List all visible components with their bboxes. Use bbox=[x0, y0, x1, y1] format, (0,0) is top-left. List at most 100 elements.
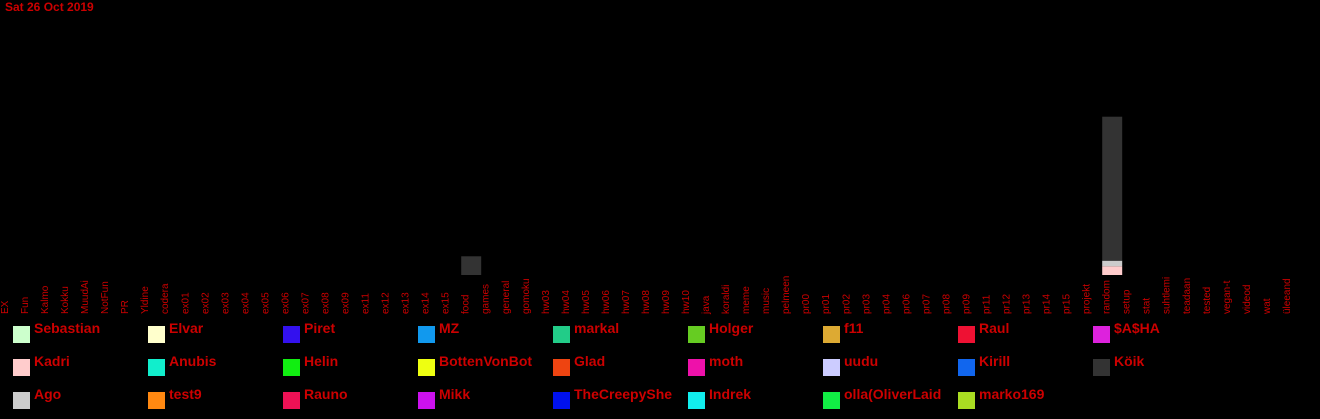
x-tick-label: ex15 bbox=[441, 292, 452, 314]
legend-label: marko169 bbox=[979, 386, 1045, 402]
x-tick-label: hw04 bbox=[561, 290, 572, 314]
legend-swatch bbox=[13, 359, 30, 376]
x-tick-label: gomoku bbox=[521, 278, 532, 314]
x-tick-label: koraldi bbox=[721, 285, 732, 314]
x-tick-label: ex02 bbox=[200, 292, 211, 314]
x-tick-label: ex07 bbox=[300, 292, 311, 314]
x-tick-label: ex05 bbox=[260, 292, 271, 314]
legend-label: Anubis bbox=[169, 353, 217, 369]
legend-swatch bbox=[553, 359, 570, 376]
x-tick-label: hw06 bbox=[601, 290, 612, 314]
legend-swatch bbox=[283, 392, 300, 409]
date-label: Sat 26 Oct 2019 bbox=[5, 0, 94, 14]
x-tick-label: pr04 bbox=[881, 294, 892, 314]
x-tick-label: ex13 bbox=[401, 292, 412, 314]
legend-swatch bbox=[958, 359, 975, 376]
x-tick-label: Kokku bbox=[60, 286, 71, 314]
x-tick-label: EX bbox=[0, 300, 11, 314]
legend-swatch bbox=[13, 392, 30, 409]
legend-swatch bbox=[553, 392, 570, 409]
legend-swatch bbox=[148, 359, 165, 376]
legend-label: Holger bbox=[709, 320, 754, 336]
x-tick-label: ex11 bbox=[361, 293, 372, 314]
x-tick-label: tested bbox=[1202, 287, 1213, 314]
x-tick-label: pr12 bbox=[1002, 294, 1013, 314]
x-tick-label: pr07 bbox=[921, 294, 932, 314]
x-tick-label: codera bbox=[160, 283, 171, 314]
legend-label: BottenVonBot bbox=[439, 353, 533, 369]
x-tick-label: pr08 bbox=[941, 294, 952, 314]
legend-label: uudu bbox=[844, 353, 879, 369]
legend-swatch bbox=[958, 326, 975, 343]
x-tick-label: games bbox=[481, 284, 492, 314]
x-tick-label: Fun bbox=[20, 297, 31, 314]
bar-food-Köik bbox=[461, 256, 482, 275]
x-tick-label: ex09 bbox=[341, 292, 352, 314]
x-tick-label: suhtlemi bbox=[1162, 277, 1173, 314]
legend-label: Elvar bbox=[169, 320, 204, 336]
x-tick-label: setup bbox=[1122, 289, 1133, 314]
legend-swatch bbox=[283, 359, 300, 376]
x-tick-label: pr13 bbox=[1022, 294, 1033, 314]
legend-label: Kadri bbox=[34, 353, 70, 369]
x-tick-label: hw08 bbox=[641, 290, 652, 314]
x-tick-label: Kalmo bbox=[40, 285, 51, 314]
legend-label: Kirill bbox=[979, 353, 1011, 369]
legend-label: $A$HA bbox=[1114, 320, 1160, 336]
legend-swatch bbox=[688, 326, 705, 343]
legend-label: Sebastian bbox=[34, 320, 101, 336]
legend-label: MZ bbox=[439, 320, 460, 336]
x-tick-label: pr11 bbox=[981, 294, 992, 314]
x-tick-label: ex12 bbox=[381, 292, 392, 314]
x-tick-label: ex01 bbox=[180, 292, 191, 314]
legend-label: test9 bbox=[169, 386, 202, 402]
legend-label: Glad bbox=[574, 353, 606, 369]
legend-label: Piret bbox=[304, 320, 336, 336]
legend-label: Raul bbox=[979, 320, 1010, 336]
legend-swatch bbox=[418, 359, 435, 376]
x-tick-label: Yldine bbox=[140, 286, 151, 314]
legend-label: Indrek bbox=[709, 386, 752, 402]
x-tick-label: pr03 bbox=[861, 294, 872, 314]
x-tick-label: ex08 bbox=[320, 292, 331, 314]
x-tick-label: üleeand bbox=[1282, 278, 1293, 314]
x-tick-label: pr01 bbox=[821, 294, 832, 314]
legend-swatch bbox=[283, 326, 300, 343]
legend-label: Ago bbox=[34, 386, 62, 402]
legend-swatch bbox=[823, 359, 840, 376]
legend-swatch bbox=[958, 392, 975, 409]
x-tick-label: pr00 bbox=[801, 294, 812, 314]
x-tick-label: hw10 bbox=[681, 290, 692, 314]
legend-label: Helin bbox=[304, 353, 339, 369]
x-tick-label: projekt bbox=[1082, 284, 1093, 314]
x-tick-label: hw05 bbox=[581, 290, 592, 314]
legend-label: markal bbox=[574, 320, 620, 336]
legend-label: Rauno bbox=[304, 386, 348, 402]
x-tick-label: ex04 bbox=[240, 292, 251, 314]
x-tick-label: ex14 bbox=[421, 292, 432, 314]
x-tick-label: pelmeen bbox=[781, 276, 792, 314]
x-tick-label: hw03 bbox=[541, 290, 552, 314]
legend-label: f11 bbox=[844, 320, 864, 336]
x-tick-label: hw09 bbox=[661, 290, 672, 314]
x-tick-label: NotFun bbox=[100, 281, 111, 314]
legend-swatch bbox=[688, 359, 705, 376]
legend-swatch bbox=[148, 392, 165, 409]
x-tick-label: MuudAi bbox=[80, 280, 91, 314]
legend-label: Mikk bbox=[439, 386, 471, 402]
x-tick-label: random bbox=[1102, 280, 1113, 314]
x-tick-label: meme bbox=[741, 286, 752, 314]
legend-swatch bbox=[553, 326, 570, 343]
x-tick-label: teadaan bbox=[1182, 278, 1193, 314]
x-tick-label: ex03 bbox=[220, 292, 231, 314]
legend-label: Köik bbox=[1114, 353, 1145, 369]
x-tick-label: pr09 bbox=[961, 294, 972, 314]
x-tick-label: music bbox=[761, 288, 772, 314]
x-tick-label: videod bbox=[1242, 285, 1253, 314]
x-tick-label: wat bbox=[1262, 298, 1273, 315]
legend-swatch bbox=[1093, 326, 1110, 343]
x-tick-label: general bbox=[501, 281, 512, 314]
x-tick-label: PR bbox=[120, 300, 131, 314]
legend: Sebastian Elvar Piret MZ markal Holger f11 Raul… bbox=[0, 316, 1320, 419]
legend-label: moth bbox=[709, 353, 744, 369]
